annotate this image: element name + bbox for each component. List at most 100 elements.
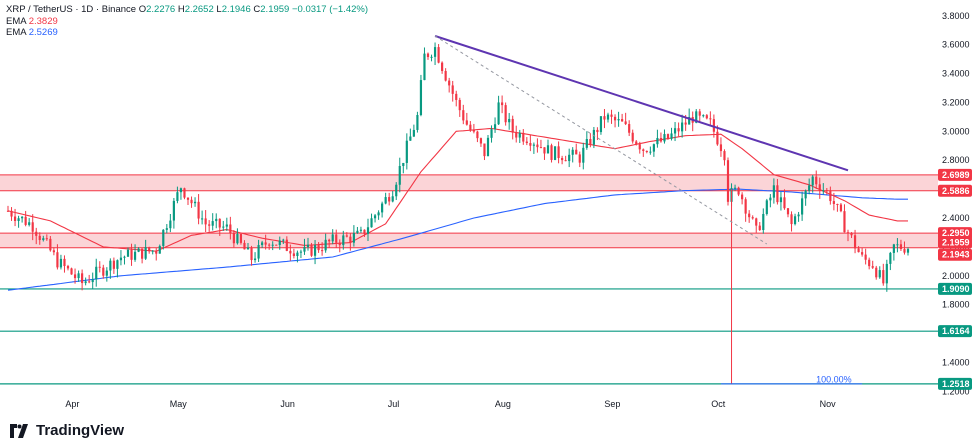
- candle-body: [532, 144, 535, 146]
- candle-body: [388, 197, 391, 202]
- candle-body: [63, 258, 66, 267]
- legend-ema-slow-row[interactable]: EMA 2.5269: [6, 27, 368, 39]
- candle-body: [342, 235, 345, 246]
- candle-body: [836, 203, 839, 205]
- candle-body: [303, 247, 306, 252]
- candle-body: [257, 245, 260, 259]
- candle-body: [169, 220, 172, 229]
- low-value: 2.1946: [221, 4, 251, 15]
- candle-body: [458, 99, 461, 111]
- high-value: 2.2652: [184, 4, 214, 15]
- candle-body: [391, 196, 394, 202]
- candle-body: [133, 251, 137, 260]
- candle-body: [13, 216, 17, 221]
- candle-body: [861, 252, 864, 255]
- price-tag-label-3: 2.2950: [942, 228, 970, 238]
- candle-body: [712, 119, 715, 132]
- candle-body: [109, 260, 112, 271]
- ema-slow-label: EMA: [6, 27, 27, 38]
- candle-body: [511, 118, 514, 133]
- candle-body: [10, 210, 13, 217]
- candle-body: [366, 227, 370, 234]
- candle-body: [899, 244, 903, 250]
- candle-body: [677, 128, 680, 132]
- candle-body: [818, 184, 821, 191]
- candle-body: [17, 218, 20, 221]
- candle-body: [148, 247, 151, 252]
- candle-body: [578, 154, 581, 163]
- legend-symbol-row: XRP / TetherUS · 1D · Binance O2.2276 H2…: [6, 4, 368, 16]
- candle-body: [423, 53, 426, 81]
- tradingview-brand[interactable]: TradingView: [8, 422, 124, 439]
- candle-body: [236, 234, 239, 244]
- symbol-label[interactable]: XRP / TetherUS · 1D · Binance: [6, 4, 137, 15]
- drawings-layer: 100.00%: [434, 35, 863, 384]
- price-tag-label-2: 2.5886: [942, 186, 970, 196]
- y-tick-label-11: 3.2000: [942, 97, 970, 107]
- x-tick-label-aug: Aug: [495, 399, 511, 409]
- candle-body: [871, 266, 874, 268]
- candle-body: [684, 122, 687, 125]
- candle-body: [853, 235, 857, 249]
- candle-body: [783, 197, 786, 209]
- candle-body: [165, 228, 168, 230]
- candle-body: [726, 160, 730, 202]
- candle-body: [536, 144, 539, 148]
- candle-body: [218, 218, 221, 228]
- y-tick-label-4: 1.8000: [942, 300, 970, 310]
- candle-body: [151, 250, 154, 252]
- candle-body: [617, 119, 620, 121]
- candle-body: [843, 211, 846, 233]
- candle-body: [123, 256, 126, 258]
- candle-body: [338, 242, 341, 246]
- candle-body: [451, 85, 454, 94]
- candle-body: [141, 248, 144, 259]
- x-tick-label-sep: Sep: [604, 399, 620, 409]
- candle-body: [70, 268, 73, 275]
- candle-body: [705, 115, 708, 119]
- candle-body: [88, 281, 91, 283]
- y-tick-label-14: 3.8000: [942, 11, 970, 21]
- candle-body: [522, 132, 525, 142]
- candle-body: [755, 218, 758, 226]
- candle-body: [6, 210, 10, 212]
- candle-body: [793, 216, 797, 225]
- candle-body: [246, 247, 250, 250]
- candles-layer: [6, 42, 910, 385]
- candle-body: [356, 230, 359, 234]
- candle-body: [285, 239, 288, 251]
- price-tag-label-6: 1.9090: [942, 284, 970, 294]
- candle-body: [885, 263, 888, 284]
- candle-body: [776, 185, 779, 203]
- candle-body: [493, 124, 497, 130]
- y-tick-label-13: 3.6000: [942, 40, 970, 50]
- candle-body: [649, 151, 652, 153]
- candle-body: [215, 218, 218, 222]
- price-tag-label-4: 2.1959: [942, 237, 970, 247]
- candle-body: [441, 62, 444, 71]
- candle-body: [628, 124, 631, 133]
- candle-body: [564, 160, 567, 162]
- candle-body: [208, 224, 211, 226]
- fib-dotted-line: [434, 35, 768, 245]
- candle-body: [370, 218, 373, 228]
- candle-body: [197, 201, 200, 219]
- candle-body: [645, 150, 648, 152]
- candle-body: [261, 242, 264, 246]
- y-tick-label-2: 1.4000: [942, 357, 970, 367]
- fib-100-label: 100.00%: [816, 374, 852, 384]
- candle-body: [472, 129, 475, 132]
- candle-body: [49, 238, 52, 251]
- candle-body: [409, 136, 412, 141]
- candle-body: [839, 204, 843, 212]
- candle-body: [268, 244, 271, 246]
- candle-body: [529, 143, 532, 146]
- candle-body: [31, 222, 34, 232]
- candle-body: [670, 133, 673, 139]
- legend-ema-fast-row[interactable]: EMA 2.3829: [6, 16, 368, 28]
- candle-body: [765, 200, 768, 214]
- candle-body: [250, 247, 253, 261]
- resistance-zone-2: [0, 233, 938, 248]
- candle-body: [663, 134, 666, 142]
